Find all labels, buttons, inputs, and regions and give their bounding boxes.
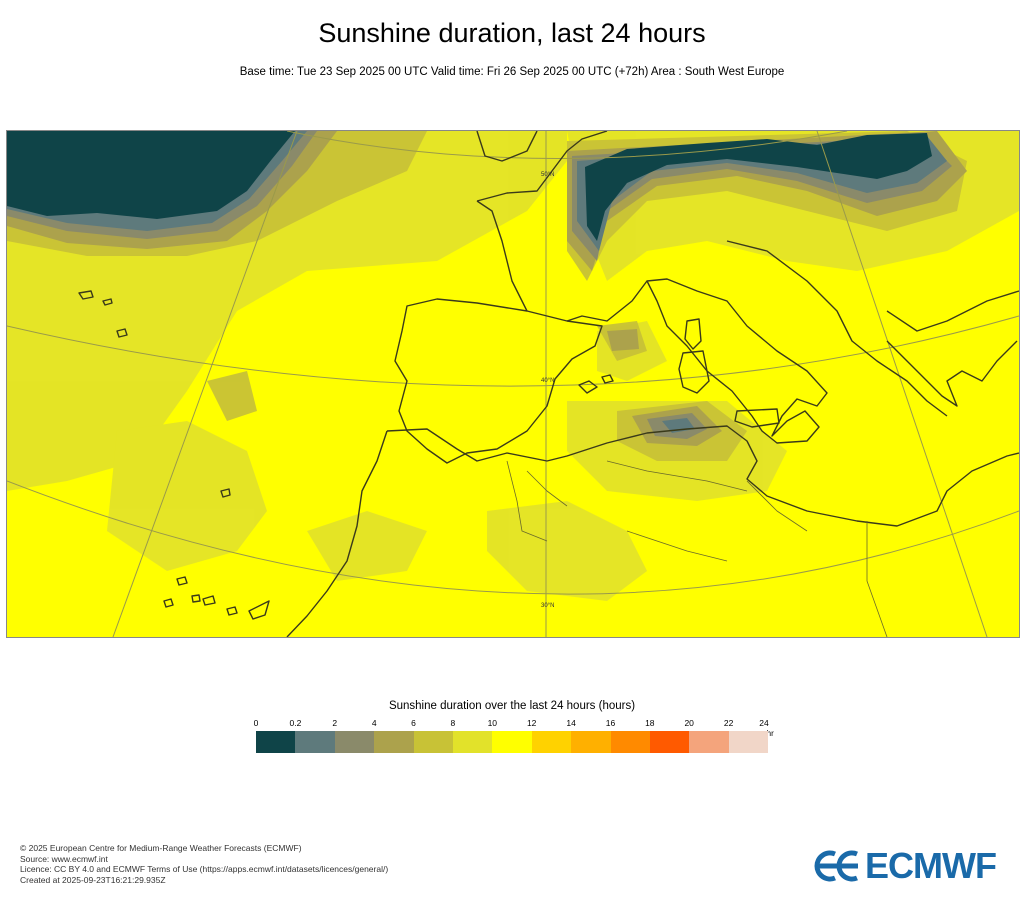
legend-tick: 10 xyxy=(487,718,498,728)
azores xyxy=(78,290,128,338)
legend-swatch xyxy=(413,731,453,753)
legend-swatch xyxy=(531,731,572,753)
footer-source: Source: www.ecmwf.int xyxy=(20,853,108,864)
latitude-labels: 50°N 40°N 30°N xyxy=(541,172,554,609)
meridian-east xyxy=(816,131,988,637)
ecmwf-logo[interactable]: ECMWF xyxy=(813,845,1009,886)
ecmwf-emblem-icon xyxy=(814,850,858,882)
lat-label-50n: 50°N xyxy=(541,172,554,178)
footer-credits: © 2025 European Centre for Medium-Range … xyxy=(20,843,388,885)
legend-tick: 24 xyxy=(759,718,769,728)
footer-created: Created at 2025-09-23T16:21:29.935Z xyxy=(20,874,166,885)
iberia-coast xyxy=(394,298,603,464)
legend-swatch xyxy=(649,731,690,753)
legend-unit: -hr xyxy=(764,729,774,738)
legend-swatch xyxy=(374,731,414,753)
land-borders xyxy=(506,460,888,637)
balearics xyxy=(578,374,614,394)
footer-licence: Licence: CC BY 4.0 and ECMWF Terms of Us… xyxy=(20,864,389,874)
parallel-50n xyxy=(286,131,848,159)
legend-tick: 2 xyxy=(332,718,338,728)
legend-tick: 20 xyxy=(684,718,694,728)
legend-tick: 22 xyxy=(723,718,734,728)
lat-label-40n: 40°N xyxy=(541,378,554,384)
legend-tick: 12 xyxy=(526,718,537,728)
legend-ticks: 0 0.2 2 4 6 8 10 12 14 16 18 20 22 24 xyxy=(253,718,769,730)
chart-title: Sunshine duration, last 24 hours xyxy=(318,18,706,48)
madeira xyxy=(220,488,231,498)
legend-swatch xyxy=(492,731,532,753)
greece-coast xyxy=(886,340,1018,407)
lat-label-30n: 30°N xyxy=(541,603,554,609)
legend-tick: 0.2 xyxy=(289,718,302,728)
coastlines xyxy=(78,131,1019,637)
field-0h xyxy=(7,131,932,241)
canary-islands xyxy=(163,576,270,620)
france-coast xyxy=(476,131,648,322)
legend-swatch xyxy=(689,731,729,753)
legend-tick: 18 xyxy=(645,718,655,728)
legend-tick: 6 xyxy=(411,718,416,728)
legend-swatch xyxy=(334,731,375,753)
legend-tick: 8 xyxy=(450,718,456,728)
sunshine-map[interactable]: 50°N 40°N 30°N xyxy=(6,130,1020,638)
legend-swatch xyxy=(728,731,769,753)
north-africa-coast xyxy=(386,425,1019,527)
legend-swatch xyxy=(571,731,611,753)
map-canvas: 50°N 40°N 30°N xyxy=(7,131,1019,637)
meridian-west xyxy=(112,131,298,637)
legend-swatch xyxy=(295,731,335,753)
legend-tick: 4 xyxy=(371,718,377,728)
legend-swatch xyxy=(610,731,650,753)
legend-title: Sunshine duration over the last 24 hours… xyxy=(388,700,636,712)
legend-tick: 0 xyxy=(253,718,259,728)
britain-coast xyxy=(476,131,538,162)
parallel-40n xyxy=(7,315,1019,387)
legend-tick: 16 xyxy=(605,718,616,728)
corsica-sardinia xyxy=(678,318,710,394)
legend-tick: 14 xyxy=(566,718,576,728)
legend-swatch xyxy=(256,731,296,753)
legend-color-bar xyxy=(256,731,769,753)
footer-copyright: © 2025 European Centre for Medium-Range … xyxy=(20,843,302,853)
chart-subtitle: Base time: Tue 23 Sep 2025 00 UTC Valid … xyxy=(239,66,785,78)
sicily xyxy=(734,408,780,428)
legend-swatch xyxy=(452,731,493,753)
parallel-30n xyxy=(7,480,1019,595)
graticule xyxy=(7,131,1019,637)
ecmwf-logo-text: ECMWF xyxy=(865,845,997,886)
atlantic-africa-coast xyxy=(286,430,388,637)
balkan-coast xyxy=(726,240,1019,417)
